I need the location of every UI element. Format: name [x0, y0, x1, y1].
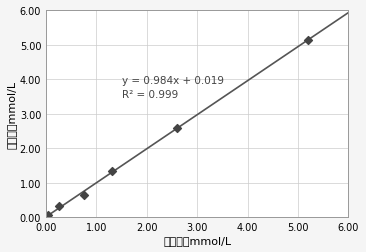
Point	[174, 127, 180, 131]
Point	[45, 213, 51, 217]
Text: R² = 0.999: R² = 0.999	[122, 90, 178, 100]
Point	[305, 39, 311, 43]
Point	[56, 204, 62, 208]
Text: y = 0.984x + 0.019: y = 0.984x + 0.019	[122, 75, 224, 85]
X-axis label: 理论浓度mmol/L: 理论浓度mmol/L	[163, 235, 231, 245]
Point	[109, 169, 115, 173]
Y-axis label: 实测浓度mmol/L: 实测浓度mmol/L	[7, 80, 17, 148]
Point	[81, 193, 87, 197]
